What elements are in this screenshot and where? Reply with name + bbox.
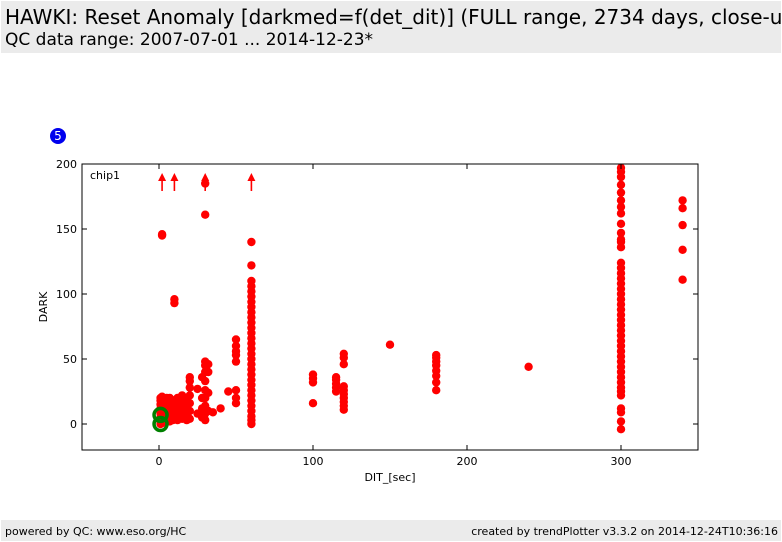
offscale-arrow-head [247,173,256,181]
plot-frame [81,163,699,451]
data-point [616,202,626,212]
data-point [616,219,626,228]
offscale-arrow [247,173,256,191]
data-point [678,245,687,254]
data-point [616,196,626,205]
data-point [678,220,687,230]
data-point [185,399,194,408]
offscale-arrow-head [158,173,167,181]
plot-number-badge[interactable]: 5 [50,128,66,144]
data-point [185,406,194,416]
data-point [204,388,213,397]
chart-marks [152,163,687,434]
data-point [231,386,241,395]
data-point [616,235,626,244]
footer-credit: powered by QC: www.eso.org/HC [5,525,187,538]
data-point [308,399,318,408]
y-tick-label: 100 [56,288,77,301]
data-point [432,378,441,387]
offscale-arrow [170,173,179,191]
data-point [185,373,194,382]
footer-band: powered by QC: www.eso.org/HC created by… [1,520,781,541]
offscale-arrow [201,173,210,191]
data-point [201,376,210,386]
offscale-arrow [158,173,167,191]
data-point [185,391,194,400]
page-title: HAWKI: Reset Anomaly [darkmed=f(det_dit)… [5,5,782,29]
x-tick-label: 0 [156,455,163,468]
data-point [185,383,194,392]
data-point [339,349,348,358]
data-point [616,258,626,267]
data-point [216,404,225,413]
data-point [432,386,441,395]
y-tick-label: 200 [56,158,77,171]
offscale-arrow-head [170,173,179,181]
data-point [247,276,256,286]
data-point [339,382,348,391]
data-point [231,393,241,403]
chart-ticks: 0 100 200 300 0 50 100 150 200 [56,158,698,468]
data-point [616,209,626,218]
data-point [170,295,179,304]
data-point [616,180,626,189]
data-point [339,360,348,369]
x-tick-label: 200 [457,455,478,468]
y-tick-label: 0 [70,418,77,431]
data-point [678,275,687,284]
y-axis-label: DARK [37,291,50,322]
footer-generator: created by trendPlotter v3.3.2 on 2014-1… [471,525,778,538]
data-point [204,360,213,369]
data-point [616,417,626,426]
data-point [193,384,202,394]
data-point [247,261,256,270]
offscale-arrow-head [201,173,210,181]
page-subtitle: QC data range: 2007-07-01 ... 2014-12-23… [5,30,374,50]
y-tick-label: 150 [56,223,77,236]
data-point [157,230,167,239]
highlight-point [152,415,169,433]
data-point [616,404,626,413]
header-band: HAWKI: Reset Anomaly [darkmed=f(det_dit)… [1,1,782,53]
data-point [616,425,626,434]
data-point [185,414,194,423]
data-point [678,196,687,205]
data-point [231,357,241,366]
y-tick-label: 50 [63,353,77,366]
x-tick-label: 300 [611,455,632,468]
data-point [208,408,218,417]
data-point [224,387,233,396]
x-axis-label: DIT_[sec] [364,471,415,484]
data-point [308,370,318,379]
data-point [231,341,241,351]
data-point [524,362,533,371]
data-point [201,415,210,425]
x-tick-label: 100 [303,455,324,468]
highlight-point [152,406,169,424]
data-point [616,228,626,238]
data-point [616,188,626,197]
data-point [231,335,241,344]
data-point [201,210,210,219]
data-point [204,367,213,377]
data-point [247,237,256,247]
data-point [331,373,341,382]
panel-label: chip1 [90,169,120,182]
data-point [385,340,395,349]
data-point [678,204,687,213]
data-point [432,350,441,360]
